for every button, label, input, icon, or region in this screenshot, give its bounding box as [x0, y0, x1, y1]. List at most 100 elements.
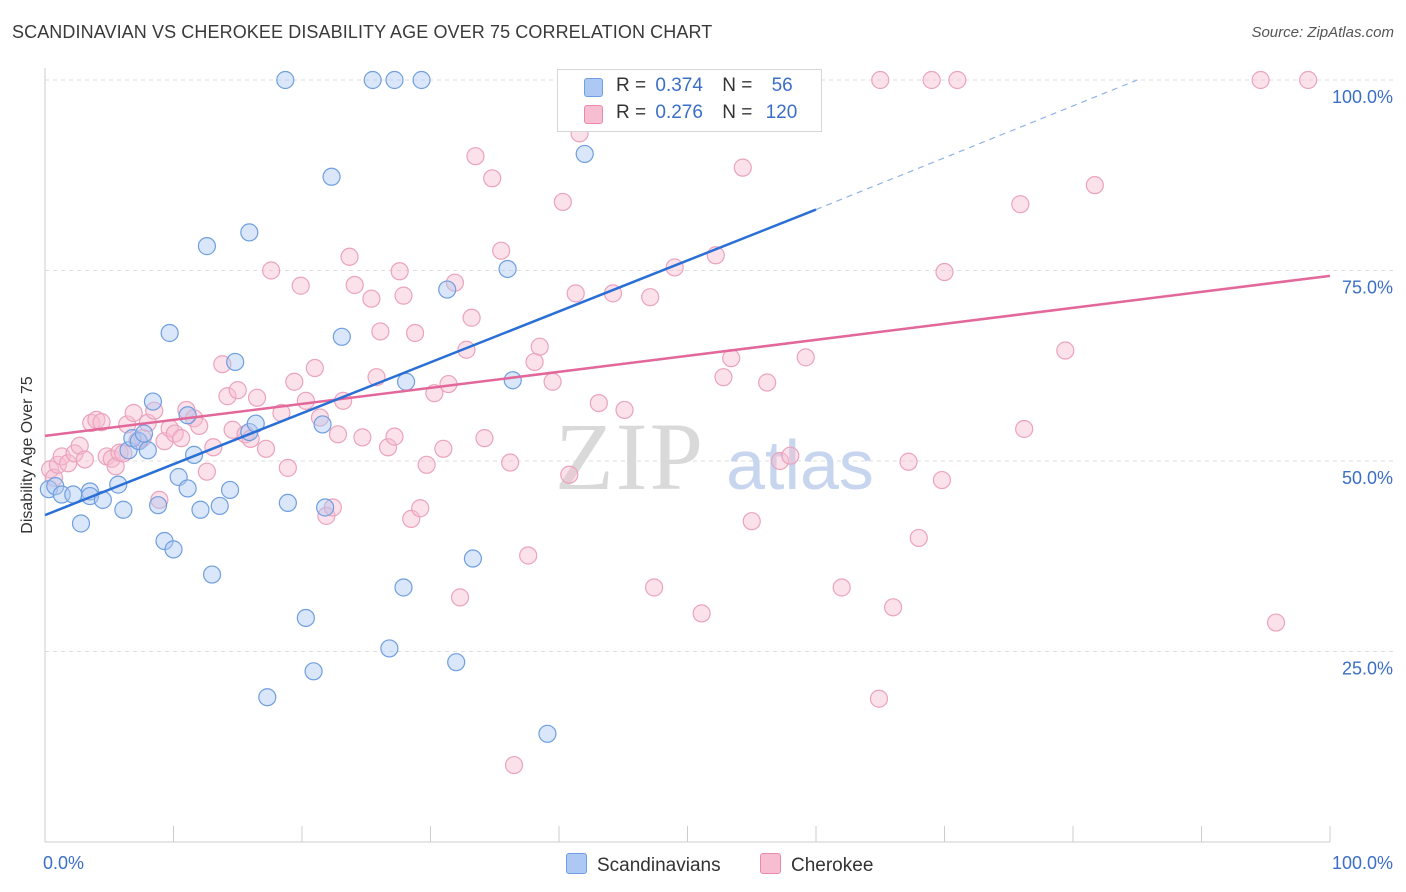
axes [44, 68, 1331, 843]
scandinavian-point [394, 578, 413, 597]
cherokee-point [948, 70, 967, 90]
legend-r-value-scandinavians: 0.374 [655, 75, 703, 96]
watermark-atlas: atlas [726, 426, 874, 504]
cherokee-point [390, 262, 409, 281]
cherokee-point [323, 498, 342, 517]
cherokee-point [525, 352, 544, 372]
bottom-legend-cherokee: Cherokee [760, 853, 873, 877]
watermark-zip: ZIP [555, 403, 705, 510]
cherokee-point [466, 147, 485, 166]
y-tick-label: 75.0% [1342, 278, 1393, 298]
scandinavian-point [447, 653, 466, 672]
cherokee-point [492, 241, 511, 260]
legend-r-value-cherokee: 0.276 [655, 102, 703, 123]
scandinavian-points [39, 70, 727, 743]
cherokee-point [445, 273, 465, 292]
cherokee-point [1015, 419, 1034, 439]
scandinavian-point [538, 724, 557, 743]
legend-swatch-cherokee [584, 105, 603, 124]
correlation-legend: R = 0.374 N = 56 R = 0.276 N = 120 [557, 69, 822, 132]
scandinavian-point [210, 496, 229, 516]
cherokee-point [566, 284, 585, 303]
cherokee-point [328, 425, 348, 444]
cherokee-point [742, 512, 761, 531]
scandinavian-point [71, 514, 91, 533]
chart-title: SCANDINAVIAN VS CHEROKEE DISABILITY AGE … [12, 22, 713, 42]
cherokee-point [1011, 195, 1030, 214]
cherokee-point [714, 368, 733, 387]
cherokee-point [70, 436, 89, 455]
scandinavian-point [148, 496, 168, 515]
cherokee-point [832, 578, 851, 597]
scandinavian-point [412, 70, 431, 90]
cherokee-point [553, 192, 572, 212]
cherokee-point [378, 438, 398, 457]
cherokee-point [462, 308, 481, 327]
cherokee-trend-line [44, 274, 1331, 438]
scandinavian-point [438, 280, 457, 299]
cherokee-point [291, 276, 310, 295]
cherokee-point [218, 387, 237, 406]
cherokee-point [899, 452, 918, 471]
cherokee-point [692, 604, 711, 623]
scandinavian-point [332, 327, 351, 346]
cherokee-point [82, 413, 101, 432]
y-tick-label: 25.0% [1342, 659, 1393, 679]
cherokee-point [475, 429, 494, 448]
cherokee-point [758, 373, 777, 392]
scandinavian-point [380, 639, 399, 658]
cherokee-point [1299, 70, 1318, 90]
scandinavian-point [316, 498, 335, 517]
cherokee-point [247, 388, 267, 407]
grid-lines [45, 79, 1395, 652]
cherokee-point [883, 598, 903, 617]
cherokee-point [75, 450, 94, 469]
cherokee-point [935, 262, 954, 282]
scandinavian-point [385, 70, 404, 90]
bottom-legend-label-scandinavians: Scandinavians [597, 855, 721, 876]
cherokee-point [197, 462, 217, 481]
scandinavian-point [304, 662, 323, 681]
cherokee-point [504, 755, 524, 775]
scandinavian-point [463, 549, 483, 568]
cherokee-point [781, 446, 800, 465]
cherokee-point [417, 455, 436, 474]
scandinavian-point [202, 565, 222, 584]
cherokee-point [228, 381, 247, 400]
cherokee-point [262, 261, 281, 280]
cherokee-point [1056, 341, 1075, 360]
bottom-legend-label-cherokee: Cherokee [791, 855, 874, 876]
x-tick-label-min: 0.0% [43, 853, 84, 873]
cherokee-point [483, 169, 502, 188]
scandinavian-point [240, 223, 259, 242]
cherokee-point [450, 588, 470, 607]
scandinavian-point [575, 144, 594, 164]
bottom-legend-swatch-scandinavians [566, 853, 587, 874]
y-tick-label: 100.0% [1332, 87, 1393, 107]
legend-r-label: R = [616, 75, 647, 96]
tick-labels: 25.0% 50.0% 75.0% 100.0% 0.0% 100.0% [43, 87, 1393, 873]
cherokee-point [922, 70, 941, 90]
cherokee-point [353, 428, 372, 447]
scandinavian-point [313, 415, 332, 434]
scandinavian-point [498, 259, 517, 279]
cherokee-point [124, 403, 143, 423]
legend-n-label: N = [722, 102, 753, 123]
cherokee-point [589, 393, 608, 413]
cherokee-point [733, 158, 752, 177]
cherokee-point [615, 400, 634, 420]
scandinavian-point [178, 479, 197, 498]
scandinavian-point [197, 237, 217, 256]
bottom-legend-scandinavians: Scandinavians [566, 853, 721, 877]
cherokee-point [305, 358, 324, 378]
cherokee-point [560, 465, 579, 484]
cherokee-point [278, 458, 297, 477]
scandinavian-point [363, 70, 382, 90]
cherokee-point [394, 286, 413, 305]
scandinavian-point [396, 372, 416, 391]
cherokee-point [1085, 176, 1104, 195]
cherokee-point [869, 689, 889, 708]
x-tick-label-max: 100.0% [1332, 853, 1393, 873]
legend-r-label: R = [616, 102, 647, 123]
scandinavian-point [278, 493, 297, 513]
